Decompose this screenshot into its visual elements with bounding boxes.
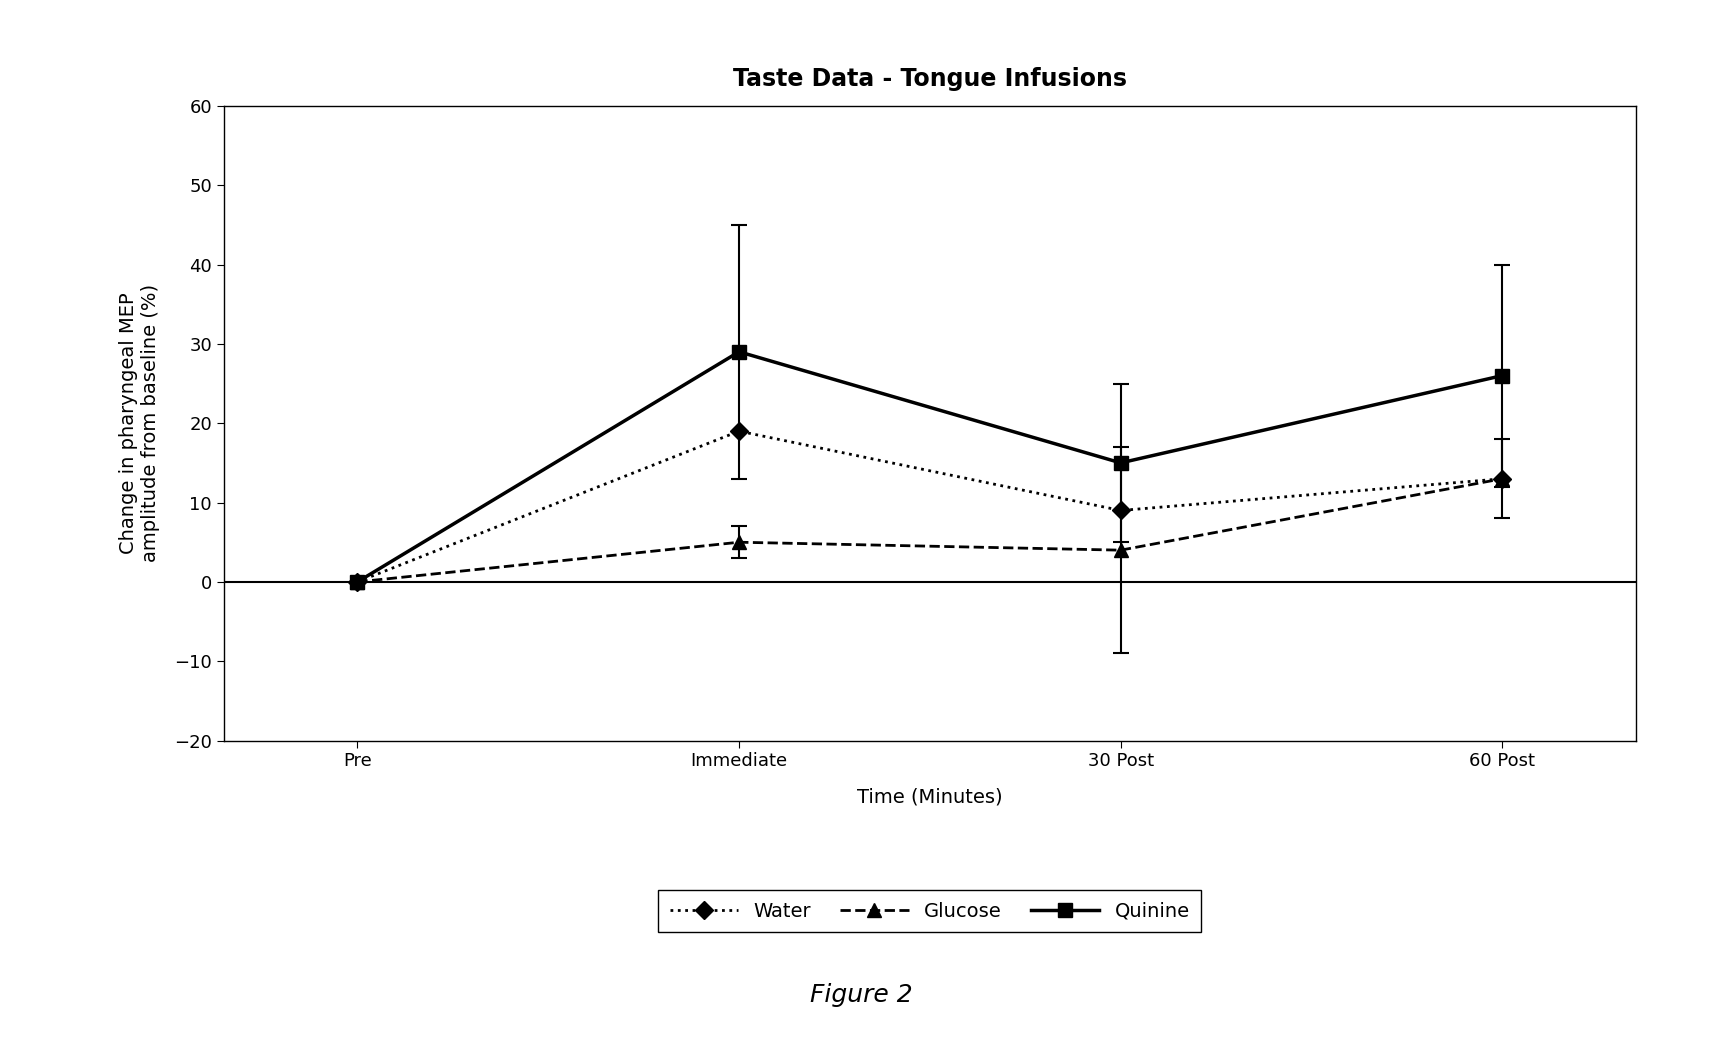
Y-axis label: Change in pharyngeal MEP
amplitude from baseline (%): Change in pharyngeal MEP amplitude from … (119, 285, 160, 562)
Text: Figure 2: Figure 2 (809, 983, 913, 1006)
X-axis label: Time (Minutes): Time (Minutes) (858, 787, 1002, 806)
Legend: Water, Glucose, Quinine: Water, Glucose, Quinine (658, 890, 1202, 932)
Title: Taste Data - Tongue Infusions: Taste Data - Tongue Infusions (734, 68, 1126, 91)
